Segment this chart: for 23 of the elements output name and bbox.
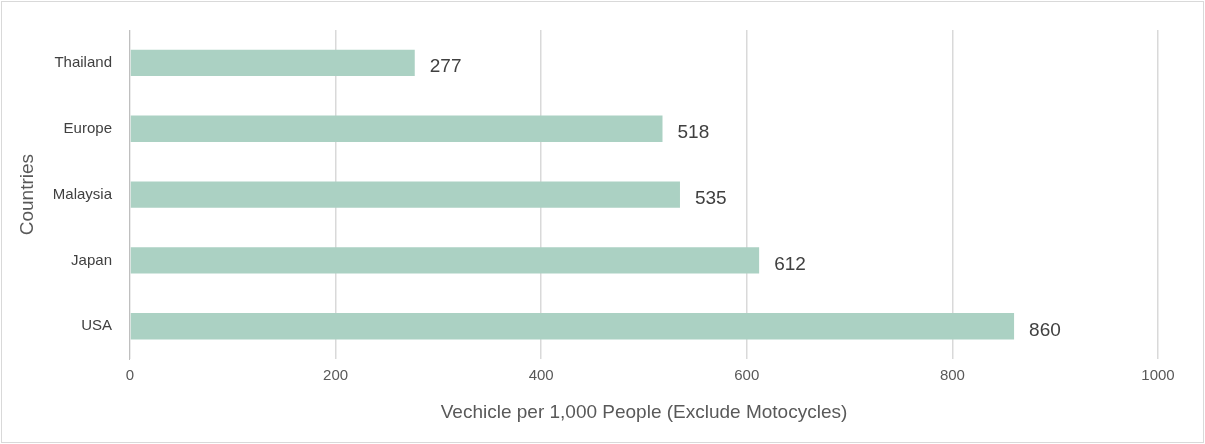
data-label: 612 [774, 252, 806, 274]
x-tick-label: 800 [939, 366, 965, 384]
y-axis-title: Countries [15, 153, 37, 236]
bar [130, 181, 680, 208]
x-tick-label: 1000 [1141, 366, 1175, 384]
data-label: 277 [429, 55, 462, 77]
bar [130, 115, 663, 142]
x-axis-title: Vechicle per 1,000 People (Exclude Motocycles) [440, 400, 848, 422]
x-tick-label: 600 [734, 366, 760, 384]
y-tick-label: Japan [71, 250, 112, 268]
x-tick-label: 400 [528, 366, 554, 384]
bar [130, 49, 415, 77]
x-tick-label: 200 [323, 366, 349, 384]
data-label: 860 [1029, 318, 1061, 340]
data-label: 518 [677, 120, 710, 142]
y-tick-label: USA [81, 316, 112, 334]
y-tick-label: Malaysia [52, 184, 113, 202]
bar [130, 313, 1015, 340]
bar [130, 247, 760, 274]
y-tick-label: Europe [63, 118, 112, 136]
y-tick-label: Thailand [54, 53, 112, 71]
data-label: 535 [694, 186, 727, 208]
x-tick-label: 0 [125, 366, 135, 384]
